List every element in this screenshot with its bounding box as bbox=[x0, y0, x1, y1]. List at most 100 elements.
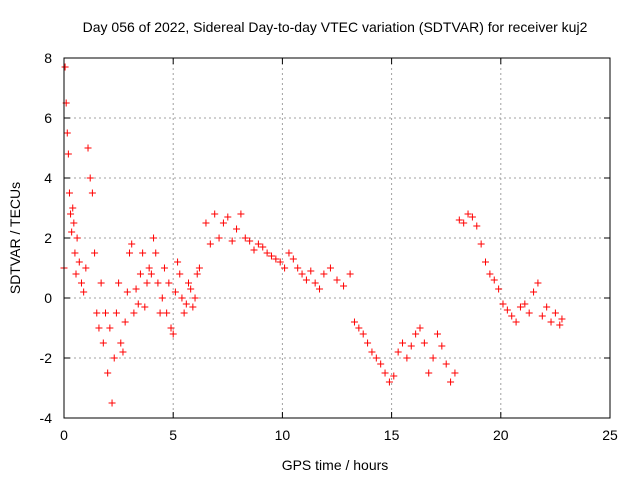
data-point bbox=[67, 210, 75, 218]
data-point bbox=[377, 360, 385, 368]
data-point bbox=[490, 276, 498, 284]
data-point bbox=[241, 234, 249, 242]
data-point bbox=[272, 255, 280, 263]
data-point bbox=[147, 270, 155, 278]
data-point bbox=[215, 234, 223, 242]
data-point bbox=[399, 339, 407, 347]
data-point bbox=[202, 219, 210, 227]
data-point bbox=[165, 279, 173, 287]
y-tick-label: 2 bbox=[44, 230, 52, 246]
data-point bbox=[503, 306, 511, 314]
data-point bbox=[180, 309, 188, 317]
data-point bbox=[68, 228, 76, 236]
data-point bbox=[169, 330, 177, 338]
data-point bbox=[438, 342, 446, 350]
data-point bbox=[174, 258, 182, 266]
x-axis-label: GPS time / hours bbox=[282, 457, 389, 473]
data-point bbox=[464, 210, 472, 218]
y-tick-label: 6 bbox=[44, 110, 52, 126]
data-point bbox=[97, 279, 105, 287]
y-tick-label: 8 bbox=[44, 50, 52, 66]
data-point bbox=[359, 330, 367, 338]
data-point bbox=[195, 264, 203, 272]
data-point bbox=[145, 264, 153, 272]
data-point bbox=[193, 270, 201, 278]
x-tick-label: 20 bbox=[493, 427, 509, 443]
data-point bbox=[128, 240, 136, 248]
data-point bbox=[191, 294, 199, 302]
x-tick-label: 10 bbox=[275, 427, 291, 443]
data-point bbox=[233, 225, 241, 233]
data-point bbox=[119, 348, 127, 356]
data-point bbox=[182, 300, 190, 308]
data-point bbox=[73, 234, 81, 242]
data-point bbox=[368, 348, 376, 356]
data-point bbox=[117, 339, 125, 347]
data-point bbox=[416, 324, 424, 332]
data-point bbox=[228, 237, 236, 245]
data-point bbox=[70, 219, 78, 227]
data-point bbox=[433, 330, 441, 338]
data-point bbox=[543, 303, 551, 311]
data-point bbox=[267, 252, 275, 260]
data-point bbox=[455, 216, 463, 224]
data-point bbox=[152, 249, 160, 257]
data-point bbox=[298, 270, 306, 278]
data-point bbox=[355, 324, 363, 332]
data-point bbox=[486, 270, 494, 278]
data-point bbox=[468, 213, 476, 221]
data-point bbox=[63, 129, 71, 137]
data-point bbox=[134, 300, 142, 308]
data-point bbox=[346, 270, 354, 278]
data-point bbox=[385, 378, 393, 386]
data-point bbox=[516, 303, 524, 311]
data-point bbox=[84, 144, 92, 152]
data-point bbox=[72, 270, 80, 278]
y-tick-label: -4 bbox=[40, 410, 53, 426]
data-point bbox=[224, 213, 232, 221]
axis-ticks: 0 5 10 15 20 25 -4 -2 0 2 4 6 8 bbox=[40, 50, 618, 443]
data-point bbox=[219, 219, 227, 227]
data-point bbox=[141, 303, 149, 311]
data-point bbox=[130, 309, 138, 317]
data-point bbox=[246, 237, 254, 245]
data-point bbox=[447, 378, 455, 386]
data-point bbox=[294, 264, 302, 272]
data-point bbox=[558, 315, 566, 323]
data-point bbox=[412, 330, 420, 338]
data-point bbox=[316, 285, 324, 293]
data-points bbox=[60, 63, 566, 407]
data-point bbox=[115, 279, 123, 287]
data-point bbox=[263, 249, 271, 257]
data-point bbox=[407, 342, 415, 350]
data-point bbox=[99, 339, 107, 347]
data-point bbox=[482, 258, 490, 266]
data-point bbox=[86, 174, 94, 182]
data-point bbox=[75, 258, 83, 266]
data-point bbox=[307, 267, 315, 275]
data-point bbox=[508, 312, 516, 320]
data-point bbox=[77, 279, 85, 287]
data-point bbox=[154, 279, 162, 287]
data-point bbox=[206, 240, 214, 248]
data-point bbox=[184, 279, 192, 287]
data-point bbox=[394, 348, 402, 356]
data-point bbox=[150, 234, 158, 242]
data-point bbox=[326, 264, 334, 272]
data-point bbox=[442, 360, 450, 368]
data-point bbox=[451, 369, 459, 377]
data-point bbox=[364, 339, 372, 347]
data-point bbox=[167, 324, 175, 332]
data-point bbox=[171, 288, 179, 296]
data-point bbox=[160, 264, 168, 272]
y-tick-label: 4 bbox=[44, 170, 52, 186]
y-tick-label: -2 bbox=[40, 350, 53, 366]
data-point bbox=[106, 324, 114, 332]
data-point bbox=[534, 279, 542, 287]
data-point bbox=[61, 63, 69, 71]
data-point bbox=[132, 285, 140, 293]
data-point bbox=[302, 276, 310, 284]
data-point bbox=[176, 270, 184, 278]
data-point bbox=[547, 318, 555, 326]
